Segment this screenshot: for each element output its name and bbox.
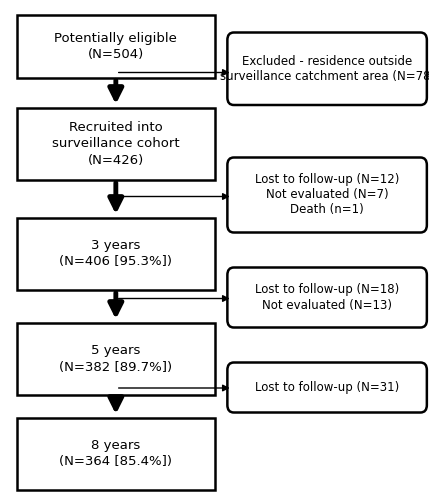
FancyBboxPatch shape xyxy=(227,32,427,105)
Text: 3 years: 3 years xyxy=(91,239,141,252)
Text: (N=382 [89.7%]): (N=382 [89.7%]) xyxy=(59,360,172,374)
Text: 5 years: 5 years xyxy=(91,344,141,357)
Text: Lost to follow-up (N=12): Lost to follow-up (N=12) xyxy=(255,174,399,186)
Text: (N=364 [85.4%]): (N=364 [85.4%]) xyxy=(59,456,172,468)
Text: 8 years: 8 years xyxy=(91,439,140,452)
Text: Death (n=1): Death (n=1) xyxy=(290,204,364,216)
FancyBboxPatch shape xyxy=(227,362,427,412)
Text: (N=504): (N=504) xyxy=(88,48,144,61)
Text: Not evaluated (N=7): Not evaluated (N=7) xyxy=(266,188,388,202)
FancyBboxPatch shape xyxy=(227,158,427,232)
FancyBboxPatch shape xyxy=(17,418,214,490)
Text: surveillance cohort: surveillance cohort xyxy=(52,137,180,150)
Text: surveillance catchment area (N=78): surveillance catchment area (N=78) xyxy=(220,70,429,82)
Text: (N=426): (N=426) xyxy=(88,154,144,167)
Text: (N=406 [95.3%]): (N=406 [95.3%]) xyxy=(59,256,172,268)
FancyBboxPatch shape xyxy=(227,268,427,328)
Text: Lost to follow-up (N=18): Lost to follow-up (N=18) xyxy=(255,284,399,296)
Text: Potentially eligible: Potentially eligible xyxy=(54,32,177,44)
Text: Lost to follow-up (N=31): Lost to follow-up (N=31) xyxy=(255,381,399,394)
FancyBboxPatch shape xyxy=(17,15,214,78)
FancyBboxPatch shape xyxy=(17,218,214,290)
Text: Recruited into: Recruited into xyxy=(69,120,163,134)
FancyBboxPatch shape xyxy=(17,322,214,395)
Text: Excluded - residence outside: Excluded - residence outside xyxy=(242,54,412,68)
Text: Not evaluated (N=13): Not evaluated (N=13) xyxy=(262,298,392,312)
FancyBboxPatch shape xyxy=(17,108,214,180)
